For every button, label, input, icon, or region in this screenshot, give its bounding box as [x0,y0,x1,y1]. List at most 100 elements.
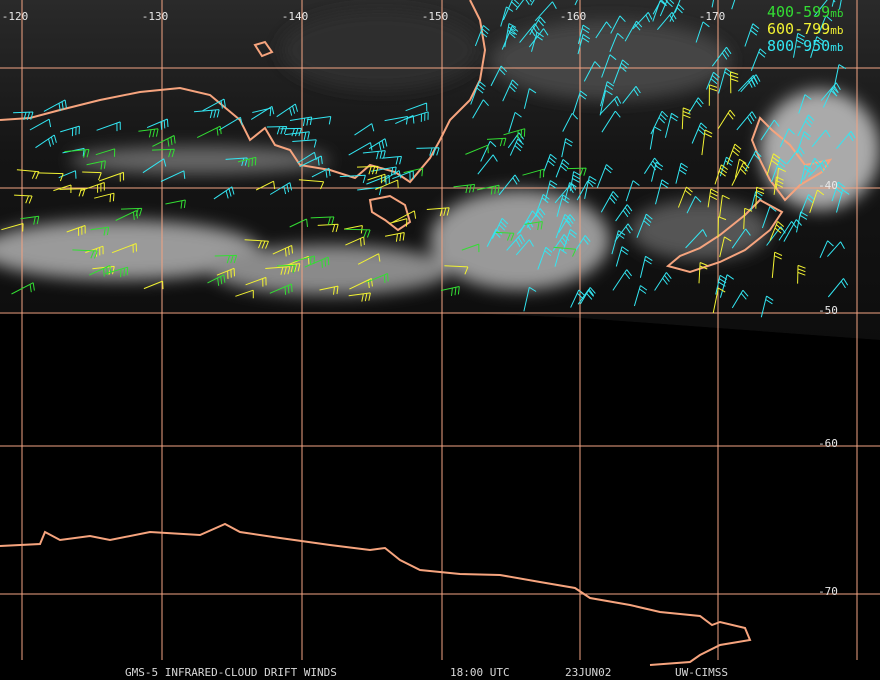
wind-barb [706,71,720,90]
wind-barb [611,230,626,255]
new-zealand-south [665,198,784,274]
wind-barb [339,174,366,184]
wind-barb [831,181,845,202]
wind-barb [760,119,780,141]
wind-barb [495,231,515,241]
wind-barb [115,210,138,221]
wind-barb [404,111,429,122]
wind-barb [814,0,836,16]
wind-barb [311,167,331,178]
grid [0,0,880,660]
wind-barb [779,128,795,148]
wind-barb [675,162,688,184]
wind-barb [730,71,739,94]
wind-barb [289,218,308,228]
wind-barb [20,215,40,225]
wind-barb [601,110,621,133]
coastlines [0,0,833,666]
wind-barb [596,164,613,188]
wind-barb [719,236,732,258]
wind-barb [345,228,371,238]
wind-barb [202,98,226,112]
wind-barb [554,248,567,267]
wind-barb [711,0,715,8]
wind-barb [639,255,653,278]
wind-barb [289,116,313,127]
wind-barb [827,278,849,298]
legend-entry: 600-799mb [767,20,843,38]
wind-barb [43,99,67,112]
wind-barb [265,266,291,275]
wind-barb [504,23,517,48]
wind-barb [86,160,106,170]
wind-barb [486,228,503,247]
wind-barb [731,162,750,186]
wind-barb [476,184,500,195]
wind-barb [357,186,382,196]
antarctica-coast [0,522,752,666]
wind-barb [319,285,339,295]
wind-barb [833,64,847,89]
wind-barb [255,180,276,191]
lon-label: -150 [422,10,449,23]
wind-barb [615,204,633,222]
wind-barb [769,221,785,241]
wind-barb [304,256,330,268]
new-zealand-north [750,116,833,202]
legend-entry: 800-950mb [767,37,843,55]
wind-barb [808,159,829,178]
wind-barb [717,109,736,129]
wind-barb [105,266,129,278]
wind-barb [143,280,164,290]
wind-barb [486,137,507,147]
wind-barb [508,111,522,133]
wind-barb [564,182,577,201]
wind-barb [152,135,176,147]
wind-barb [72,249,98,259]
wind-barb [426,207,450,217]
wind-barb [193,109,220,119]
wind-barb [272,244,293,257]
wind-barb [11,282,35,295]
wind-barb [632,12,653,30]
lon-label: -170 [699,10,726,23]
wind-barb [250,105,275,120]
wind-barb [14,194,33,204]
wind-barb [276,103,298,118]
wind-barb [681,107,691,130]
wind-barb [558,214,576,233]
wind-barb [766,226,786,246]
wind-barb [389,218,408,227]
wind-barb [160,170,186,182]
wind-barb [66,225,86,236]
wind-barb [737,75,758,92]
wind-barb [797,264,806,284]
wind-barb [783,219,802,242]
wind-barb [577,33,591,55]
wind-barb [245,276,267,287]
wind-barb [622,85,641,104]
wind-barb [13,111,34,121]
wind-barb [277,263,301,273]
wind-barb [583,61,601,82]
wind-barb [529,16,546,36]
wind-barb [798,94,812,114]
wind-barb [213,186,235,200]
labels: -120 -130 -140 -150 -160 -170 -40 -50 -6… [2,10,838,598]
footer-text: UW-CIMSS [675,666,728,679]
wind-barb [64,149,90,158]
wind-barb [299,155,323,168]
wind-barb [726,143,742,165]
wind-barb [477,154,498,175]
wind-barb [714,164,728,185]
wind-barb [719,194,730,218]
wind-barb [818,15,833,34]
footer-text: 18:00 UTC [450,666,510,679]
wind-barb [624,20,643,42]
wind-barb [266,126,288,135]
wind-barb [498,174,520,196]
wind-barb [96,121,121,132]
wind-barb [297,151,317,164]
wind-barb [380,170,402,183]
wind-barb [625,180,640,202]
